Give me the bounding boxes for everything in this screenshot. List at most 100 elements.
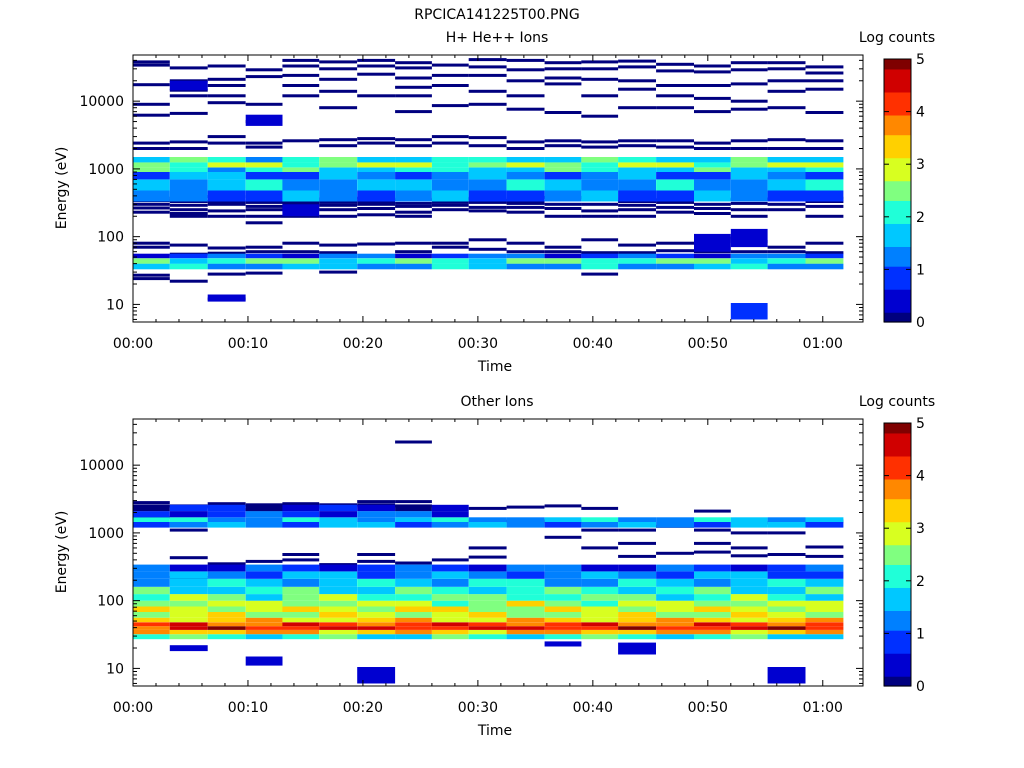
spectrogram-cell: [581, 571, 619, 579]
sparse-count-cell: [730, 139, 768, 143]
sparse-count-cell: [694, 550, 731, 554]
spectrogram-cell: [133, 571, 170, 579]
sparse-count-cell: [431, 135, 469, 139]
sparse-count-cell: [730, 68, 768, 72]
spectrogram-cell: [395, 172, 432, 180]
colorbar-segment: [884, 465, 911, 470]
spectrogram-cell: [730, 190, 768, 202]
colorbar-segment: [884, 246, 911, 251]
colorbar-segment: [884, 203, 911, 208]
sparse-count-cell: [581, 145, 619, 149]
spectrogram-cell: [618, 578, 656, 587]
colorbar-segment: [884, 672, 911, 677]
x-tick-label: 00:30: [458, 336, 498, 352]
spectrogram-cell: [805, 157, 844, 163]
spectrogram-cell: [245, 622, 283, 627]
spectrogram-cell: [468, 162, 507, 168]
spectrogram-cell: [207, 571, 246, 579]
spectrogram-cell: [506, 629, 545, 635]
spectrogram-cell: [357, 586, 396, 595]
spectrogram-cell: [506, 564, 545, 572]
spectrogram-cell: [618, 258, 656, 264]
colorbar-segment: [884, 160, 911, 165]
panel-2-colorbar: 0 1 2 3 4 5: [883, 416, 925, 695]
colorbar-segment: [884, 577, 911, 582]
colorbar-frame: [883, 58, 912, 323]
sparse-count-cell: [169, 279, 208, 283]
spectrogram-cell: [245, 172, 283, 180]
spectrogram-cell: [656, 612, 694, 618]
spectrogram-cell: [357, 263, 396, 270]
spectrogram-cell: [805, 258, 844, 264]
sparse-count-cell: [767, 208, 806, 212]
sparse-count-cell: [169, 66, 208, 70]
spectrogram-cell: [506, 578, 545, 587]
spectrogram-cell: [544, 629, 582, 635]
spectrogram-cell: [282, 612, 320, 618]
panel-1-plot-area: [133, 58, 844, 320]
spectrogram-cell: [431, 253, 469, 259]
colorbar-segment: [884, 101, 911, 106]
spectrogram-cell: [245, 571, 283, 579]
spectrogram-cell: [133, 162, 170, 168]
colorbar-segment: [884, 593, 911, 598]
spectrogram-cell: [618, 172, 656, 180]
spectrogram-cell: [431, 600, 469, 607]
sparse-count-cell: [730, 107, 768, 111]
spectrogram-cell: [544, 190, 582, 202]
sparse-count-cell: [282, 214, 320, 218]
spectrogram-cell: [169, 571, 208, 579]
spectrogram-cell: [357, 600, 396, 607]
spectrogram-cell: [730, 162, 768, 168]
sparse-count-cell: [694, 212, 731, 215]
sparse-count-cell: [169, 243, 208, 247]
spectrogram-cell: [581, 564, 619, 572]
spectrogram-cell: [544, 626, 582, 630]
sparse-count-cell: [282, 250, 320, 254]
sparse-count-cell: [395, 144, 432, 148]
colorbar-segment: [884, 124, 911, 129]
spectrogram-cell: [767, 522, 806, 528]
colorbar-segment: [884, 515, 911, 519]
sparse-count-cell: [207, 141, 246, 145]
spectrogram-cell: [431, 594, 469, 601]
sparse-count-cell: [694, 202, 731, 206]
colorbar-segment: [884, 68, 911, 73]
sparse-count-cell: [319, 243, 358, 247]
y-tick-label: 100: [97, 230, 124, 246]
spectrogram-cell: [618, 606, 656, 612]
colorbar-segment: [884, 213, 911, 218]
spectrogram-cell: [618, 600, 656, 607]
sparse-count-cell: [133, 273, 170, 277]
sparse-count-cell: [544, 535, 582, 539]
sparse-count-cell: [245, 250, 283, 254]
spectrogram-cell: [169, 586, 208, 595]
sparse-count-cell: [506, 140, 545, 144]
sparse-count-cell: [395, 210, 432, 214]
spectrogram-cell: [245, 594, 283, 601]
spectrogram-cell: [282, 564, 320, 572]
spectrogram-cell: [319, 517, 358, 522]
panel-1-ylabel: Energy (eV): [54, 147, 70, 230]
y-tick-label: 10000: [79, 94, 124, 110]
spectrogram-cell: [245, 522, 283, 528]
spectrogram-cell: [618, 594, 656, 601]
spectrogram-cell: [282, 622, 320, 627]
sparse-count-cell: [656, 145, 694, 149]
isolated-count-cell: [767, 667, 806, 684]
colorbar-segment: [884, 157, 911, 162]
spectrogram-cell: [282, 504, 320, 512]
spectrogram-cell: [730, 586, 768, 595]
spectrogram-cell: [468, 258, 507, 264]
sparse-count-cell: [544, 250, 582, 254]
spectrogram-cell: [207, 600, 246, 607]
sparse-count-cell: [694, 528, 731, 532]
sparse-count-cell: [767, 89, 806, 93]
sparse-count-cell: [468, 546, 507, 550]
spectrogram-cell: [169, 517, 208, 522]
spectrogram-cell: [357, 157, 396, 163]
spectrogram-cell: [395, 263, 432, 270]
sparse-count-cell: [207, 209, 246, 213]
sparse-count-cell: [169, 212, 208, 215]
